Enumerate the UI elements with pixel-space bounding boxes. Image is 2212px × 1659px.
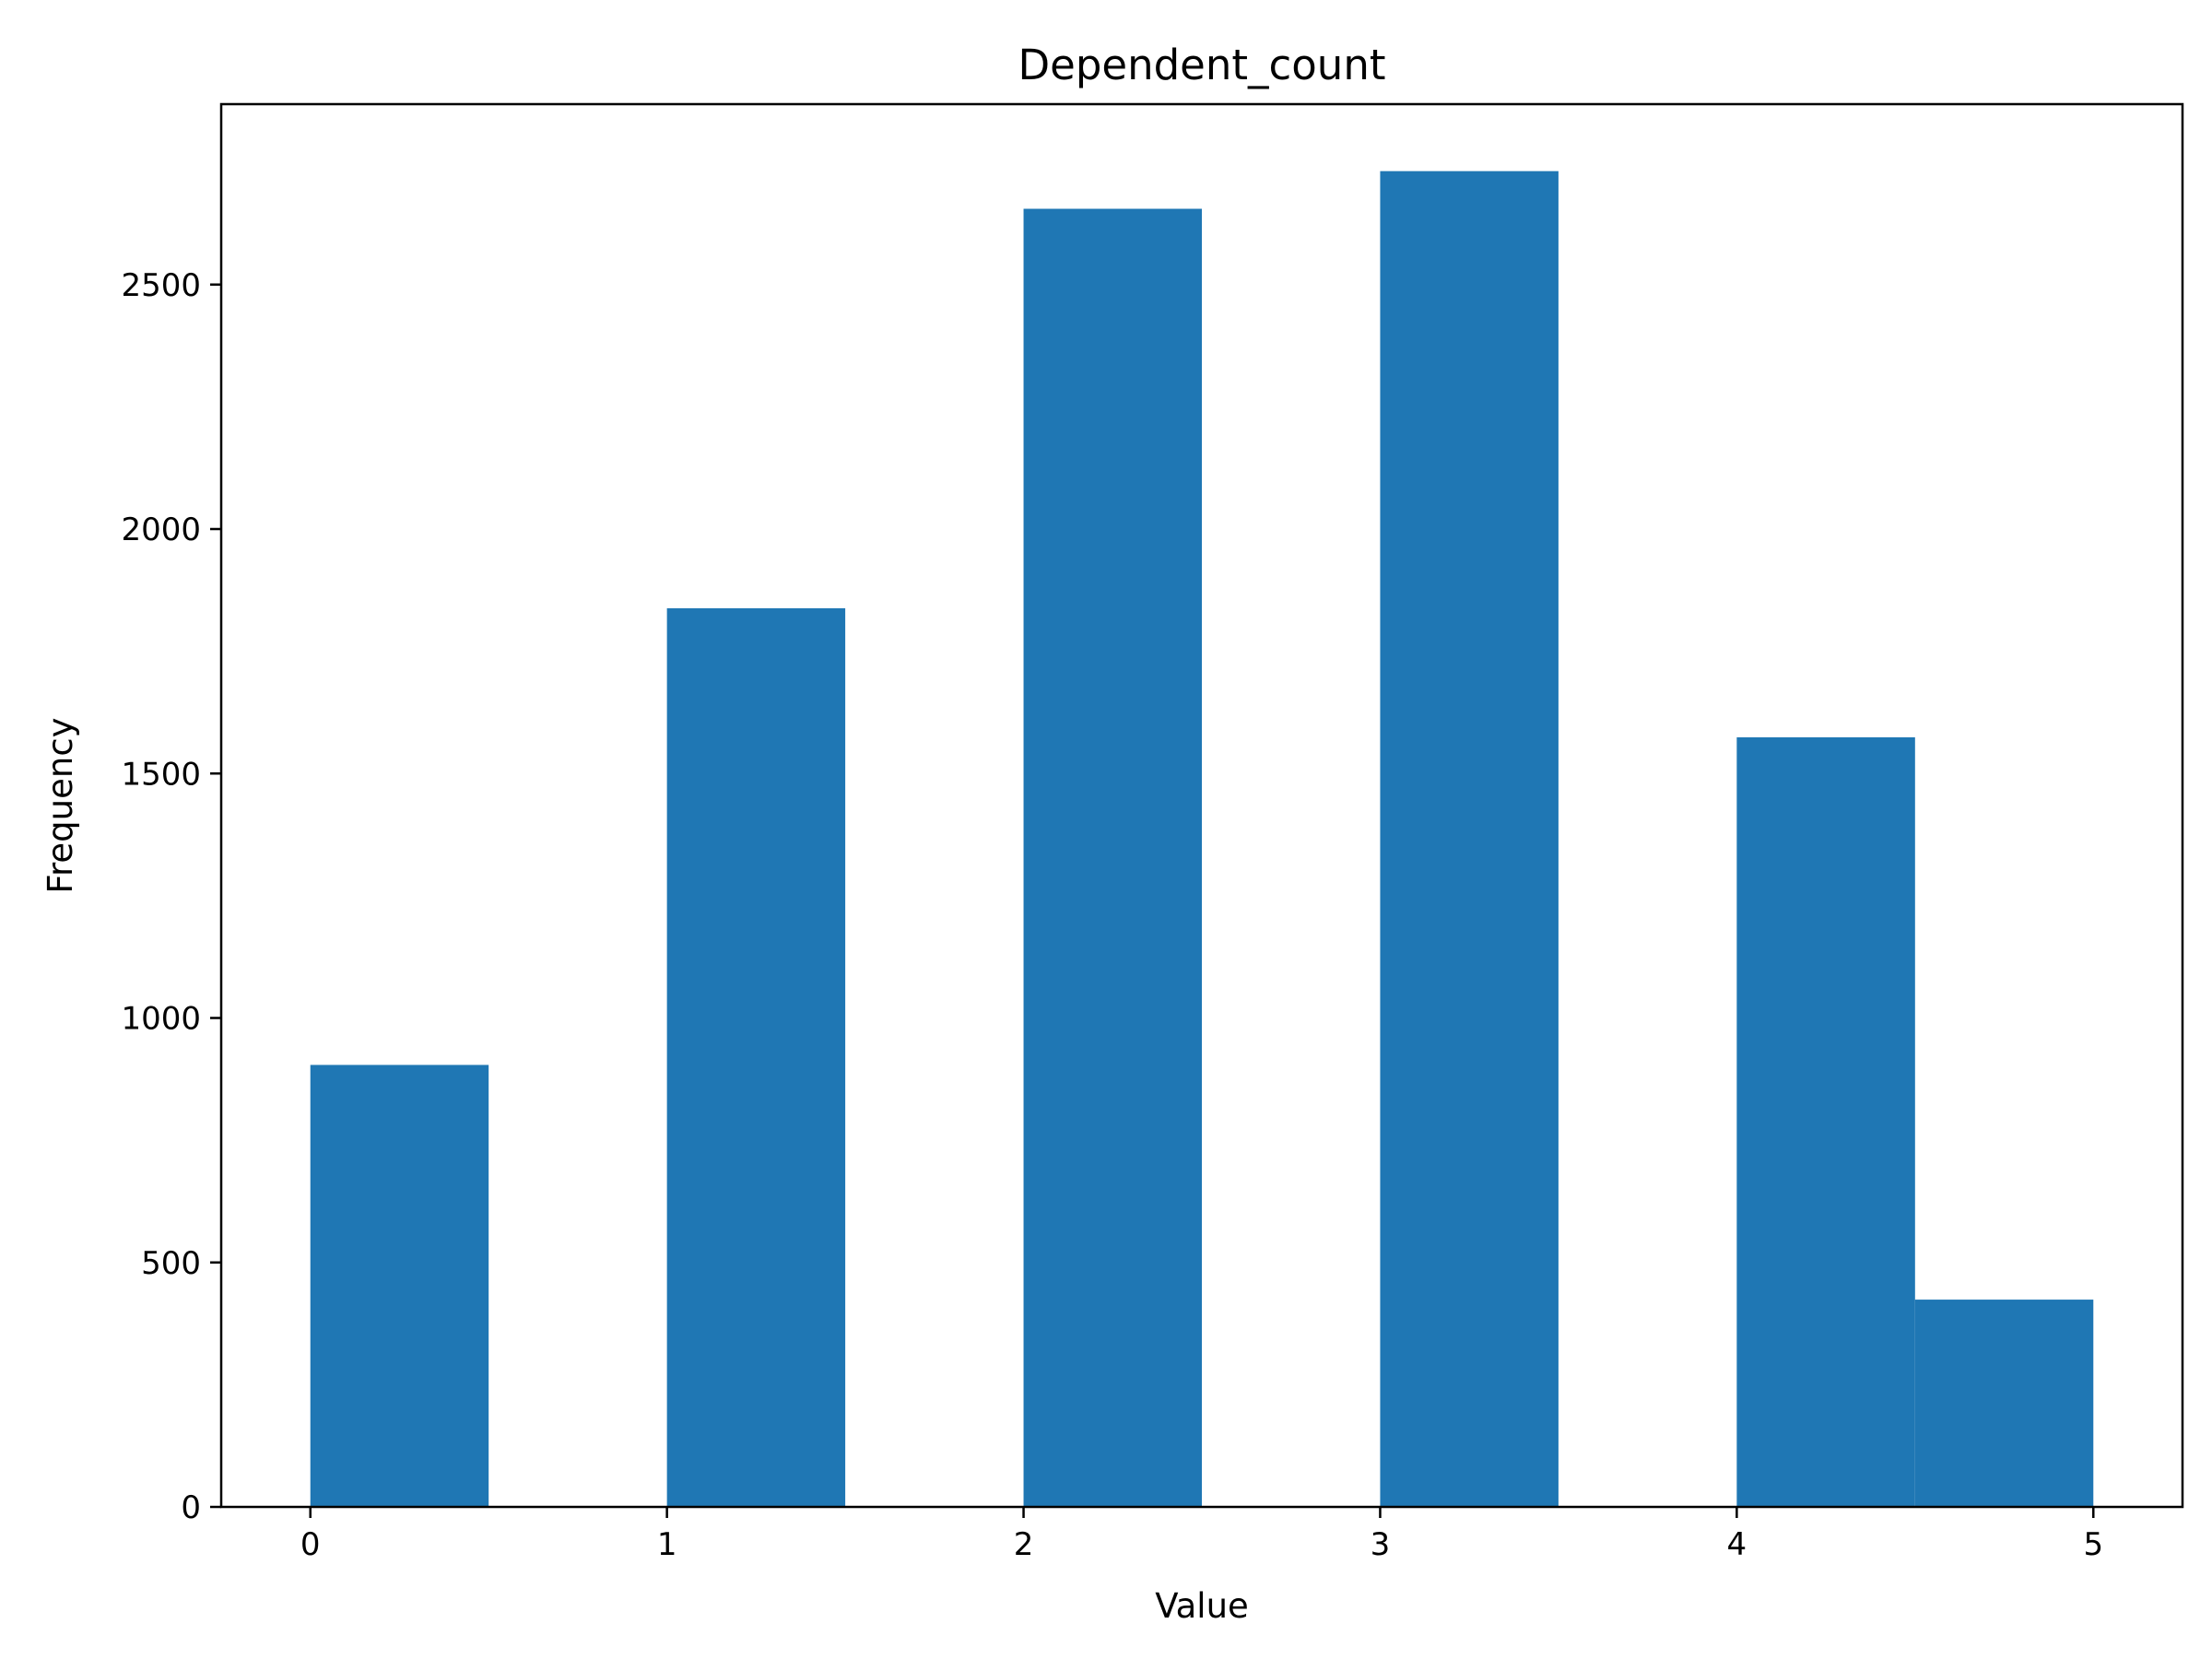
x-tick-label: 2 <box>1014 1526 1034 1563</box>
y-axis-ticks: 0 500 1000 1500 2000 2500 <box>121 267 221 1526</box>
x-axis-ticks: 0 1 2 3 4 5 <box>300 1507 2103 1563</box>
x-tick-label: 4 <box>1727 1526 1747 1563</box>
y-tick-label: 0 <box>181 1489 201 1526</box>
histogram-bar-9 <box>1914 1300 2094 1507</box>
y-tick-label: 1000 <box>121 1001 201 1038</box>
chart-title: Dependent_count <box>1018 41 1386 89</box>
y-tick-label: 500 <box>141 1245 201 1282</box>
y-tick-label: 2000 <box>121 512 201 548</box>
histogram-bar-2 <box>666 607 846 1507</box>
x-tick-label: 3 <box>1371 1526 1391 1563</box>
y-tick-label: 1500 <box>121 756 201 793</box>
x-axis-label: Value <box>1155 1586 1249 1626</box>
bars-layer <box>310 171 2094 1508</box>
x-tick-label: 0 <box>300 1526 321 1563</box>
y-axis-label: Frequency <box>41 717 80 893</box>
histogram-bar-8 <box>1736 736 1915 1507</box>
plot-frame <box>219 102 2184 1509</box>
histogram-bar-4 <box>1023 208 1202 1508</box>
x-tick-label: 1 <box>657 1526 677 1563</box>
y-tick-label: 2500 <box>121 267 201 304</box>
histogram-bar-6 <box>1380 171 1559 1508</box>
histogram-bar-0 <box>310 1065 489 1507</box>
x-tick-label: 5 <box>2083 1526 2103 1563</box>
